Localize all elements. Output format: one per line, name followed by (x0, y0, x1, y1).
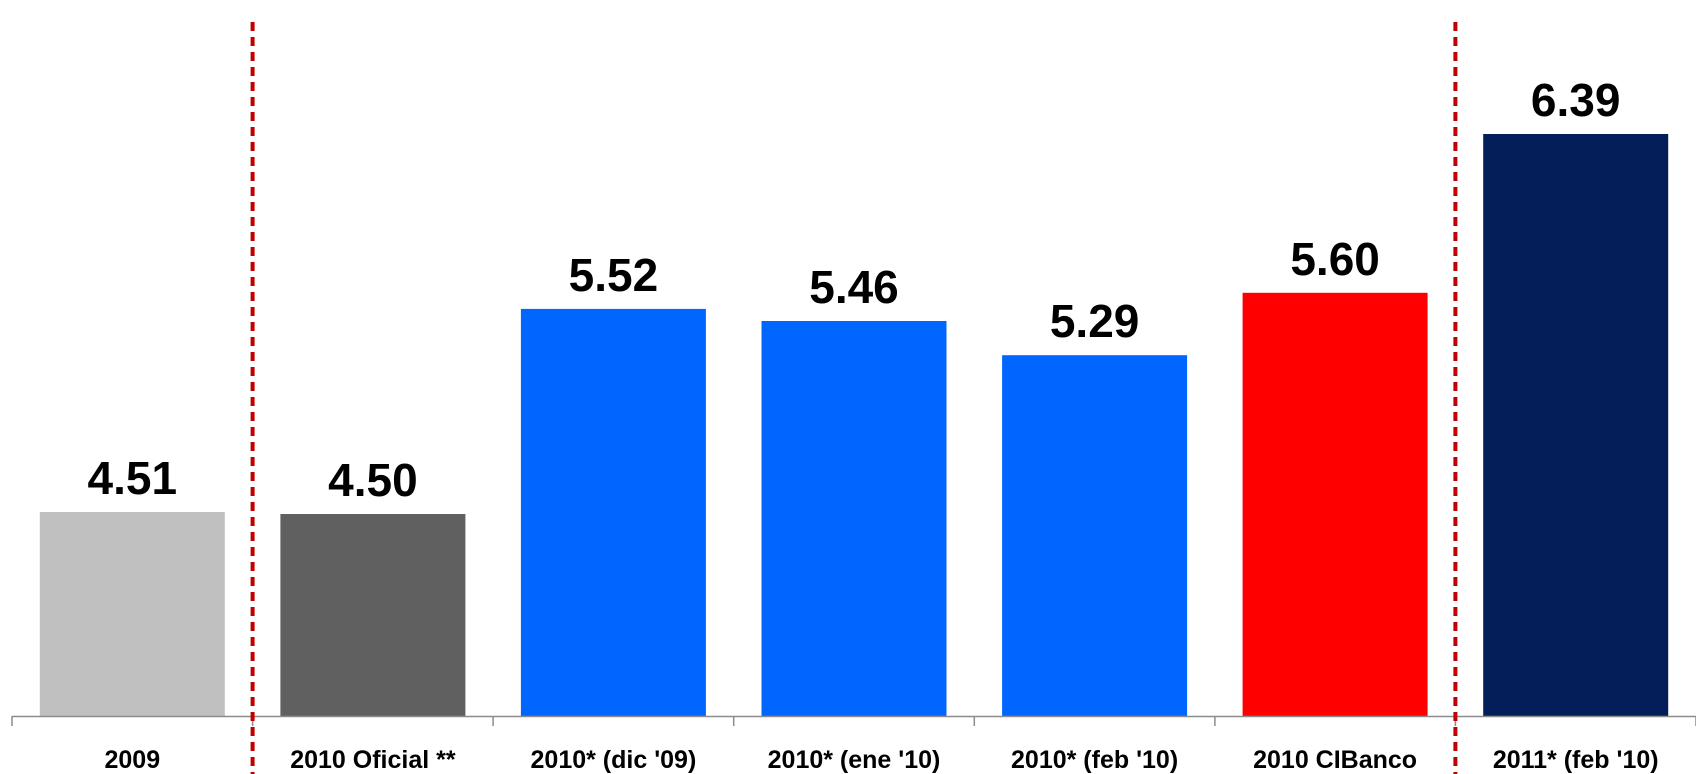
separators-group (250, 22, 1458, 774)
value-label-3: 5.46 (809, 261, 899, 313)
value-label-6: 6.39 (1531, 74, 1621, 126)
bar-3 (761, 321, 947, 716)
category-label-6: 2011* (feb '10) (1493, 746, 1659, 774)
bar-2 (520, 308, 706, 716)
bars-group (39, 134, 1669, 716)
value-label-5: 5.60 (1290, 233, 1380, 285)
category-label-5: 2010 CIBanco (1253, 746, 1417, 774)
category-label-4: 2010* (feb '10) (1011, 746, 1178, 774)
category-label-0: 2009 (104, 746, 160, 774)
bar-0 (39, 512, 225, 716)
x-axis (11, 715, 1696, 726)
category-labels-group: 2009 2010 Oficial ** 2010* (dic '09) 2010* … (104, 746, 1658, 774)
value-label-4: 5.29 (1050, 295, 1140, 347)
value-label-0: 4.51 (88, 452, 178, 504)
category-label-1: 2010 Oficial ** (290, 746, 456, 774)
bar-6 (1483, 134, 1669, 716)
value-label-2: 5.52 (569, 249, 659, 301)
value-labels-group: 4.51 4.50 5.52 5.46 5.29 5.60 6.39 (88, 74, 1621, 506)
category-label-2: 2010* (dic '09) (531, 746, 697, 774)
category-label-3: 2010* (ene '10) (768, 746, 941, 774)
bar-1 (280, 514, 466, 716)
bar-4 (1002, 355, 1188, 716)
value-label-1: 4.50 (328, 454, 418, 506)
bar-5 (1242, 292, 1428, 716)
